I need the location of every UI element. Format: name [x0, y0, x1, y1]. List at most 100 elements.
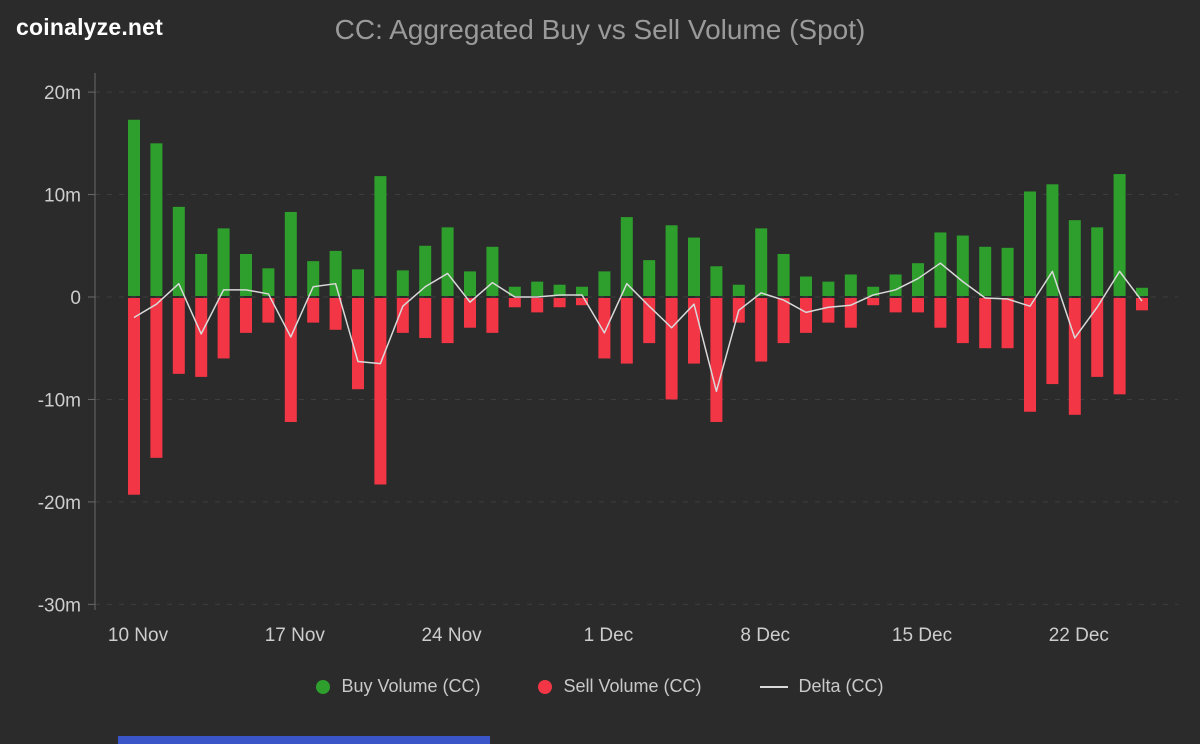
sell-bar[interactable] [755, 298, 768, 362]
buy-bar[interactable] [755, 228, 768, 296]
sell-bar[interactable] [1113, 298, 1126, 395]
coinalyze-logo[interactable]: coinalyze.net [16, 14, 164, 40]
sell-volume-bars[interactable] [128, 298, 1148, 495]
buy-bar[interactable] [665, 225, 678, 296]
sell-bar[interactable] [598, 298, 611, 359]
buy-bar[interactable] [128, 119, 140, 296]
buy-bar[interactable] [262, 268, 275, 296]
buy-bar[interactable] [1046, 184, 1059, 296]
buy-bar[interactable] [1136, 287, 1148, 296]
x-axis-tick-label: 10 Nov [108, 625, 169, 646]
buy-bar[interactable] [598, 271, 611, 296]
buy-bar[interactable] [822, 281, 835, 296]
buy-bar[interactable] [531, 281, 544, 296]
buy-bar[interactable] [374, 176, 387, 296]
buy-bar[interactable] [508, 286, 521, 296]
legend-item-sell[interactable]: Sell Volume (CC) [538, 676, 702, 697]
buy-bar[interactable] [150, 143, 163, 296]
sell-bar[interactable] [710, 298, 723, 422]
sell-bar[interactable] [576, 298, 588, 306]
sell-bar[interactable] [508, 298, 521, 308]
buy-bar[interactable] [710, 266, 723, 296]
buy-bar[interactable] [217, 228, 230, 296]
buy-bar[interactable] [1091, 227, 1104, 296]
buy-bar[interactable] [620, 217, 633, 296]
buy-bar[interactable] [979, 246, 992, 296]
sell-bar[interactable] [979, 298, 992, 349]
sell-bar[interactable] [352, 298, 364, 390]
buy-bar[interactable] [777, 253, 790, 296]
sell-bar[interactable] [643, 298, 656, 344]
buy-bar[interactable] [172, 206, 185, 296]
buy-bar[interactable] [352, 269, 364, 296]
sell-bar[interactable] [1091, 298, 1104, 377]
buy-bar[interactable] [912, 263, 924, 296]
buy-bar[interactable] [576, 286, 588, 296]
volume-chart[interactable]: 20m 10m 0 -10m -20m -30m 10 Nov 17 Nov 24 Nov 1 D… [0, 0, 1200, 660]
buy-bar[interactable] [867, 286, 880, 296]
sell-bar[interactable] [1001, 298, 1014, 349]
sell-bar[interactable] [262, 298, 275, 323]
buy-bar[interactable] [396, 270, 409, 296]
buy-bar[interactable] [1001, 247, 1014, 296]
buy-bar[interactable] [307, 261, 320, 296]
buy-bar[interactable] [643, 260, 656, 296]
sell-bar[interactable] [195, 298, 208, 377]
buy-bar[interactable] [956, 235, 969, 296]
buy-bar[interactable] [889, 274, 902, 296]
x-axis-tick-labels: 10 Nov 17 Nov 24 Nov 1 Dec 8 Dec 15 Dec 22 Dec [108, 625, 1109, 646]
sell-bar[interactable] [777, 298, 790, 344]
sell-bar[interactable] [800, 298, 812, 333]
sell-bar[interactable] [822, 298, 835, 323]
buy-bar[interactable] [419, 245, 432, 296]
buy-bar[interactable] [1113, 174, 1126, 296]
sell-bar[interactable] [172, 298, 185, 374]
buy-bar[interactable] [441, 227, 454, 296]
sell-bar[interactable] [956, 298, 969, 344]
buy-bar[interactable] [1024, 191, 1036, 296]
sell-bar[interactable] [934, 298, 947, 328]
legend-item-buy[interactable]: Buy Volume (CC) [316, 676, 480, 697]
sell-bar[interactable] [912, 298, 924, 313]
buy-bar[interactable] [732, 284, 745, 296]
sell-bar[interactable] [867, 298, 880, 306]
sell-bar[interactable] [150, 298, 163, 458]
sell-bar[interactable] [553, 298, 566, 308]
buy-bar[interactable] [240, 253, 252, 296]
buy-bar[interactable] [329, 250, 342, 296]
sell-bar[interactable] [1046, 298, 1059, 385]
buy-bar[interactable] [688, 237, 700, 296]
legend-buy-label: Buy Volume (CC) [341, 676, 481, 696]
sell-bar[interactable] [329, 298, 342, 330]
sell-bar[interactable] [1136, 298, 1148, 311]
buy-bar[interactable] [800, 276, 812, 296]
buy-bar[interactable] [464, 271, 476, 296]
buy-bar[interactable] [844, 274, 857, 296]
sell-bar[interactable] [128, 298, 140, 495]
buy-bar[interactable] [486, 246, 499, 296]
buy-bar[interactable] [553, 284, 566, 296]
legend-sell-label: Sell Volume (CC) [563, 676, 702, 696]
legend-item-delta[interactable]: Delta (CC) [759, 676, 884, 697]
sell-bar[interactable] [441, 298, 454, 344]
buy-bar[interactable] [1068, 220, 1081, 296]
sell-bar[interactable] [240, 298, 252, 333]
sell-bar[interactable] [531, 298, 544, 313]
sell-bar[interactable] [419, 298, 432, 338]
buy-volume-bars[interactable] [128, 119, 1148, 296]
sell-bar[interactable] [374, 298, 387, 485]
sell-bar[interactable] [620, 298, 633, 364]
sell-bar[interactable] [486, 298, 499, 333]
sell-bar[interactable] [1024, 298, 1036, 412]
sell-bar[interactable] [396, 298, 409, 333]
sell-bar[interactable] [284, 298, 297, 422]
buy-bar[interactable] [195, 253, 208, 296]
sell-bar[interactable] [217, 298, 230, 359]
sell-bar[interactable] [307, 298, 320, 323]
sell-bar[interactable] [665, 298, 678, 400]
sell-bar[interactable] [1068, 298, 1081, 415]
sell-bar[interactable] [889, 298, 902, 313]
buy-bar[interactable] [934, 232, 947, 296]
buy-bar[interactable] [284, 211, 297, 296]
sell-bar[interactable] [464, 298, 476, 328]
